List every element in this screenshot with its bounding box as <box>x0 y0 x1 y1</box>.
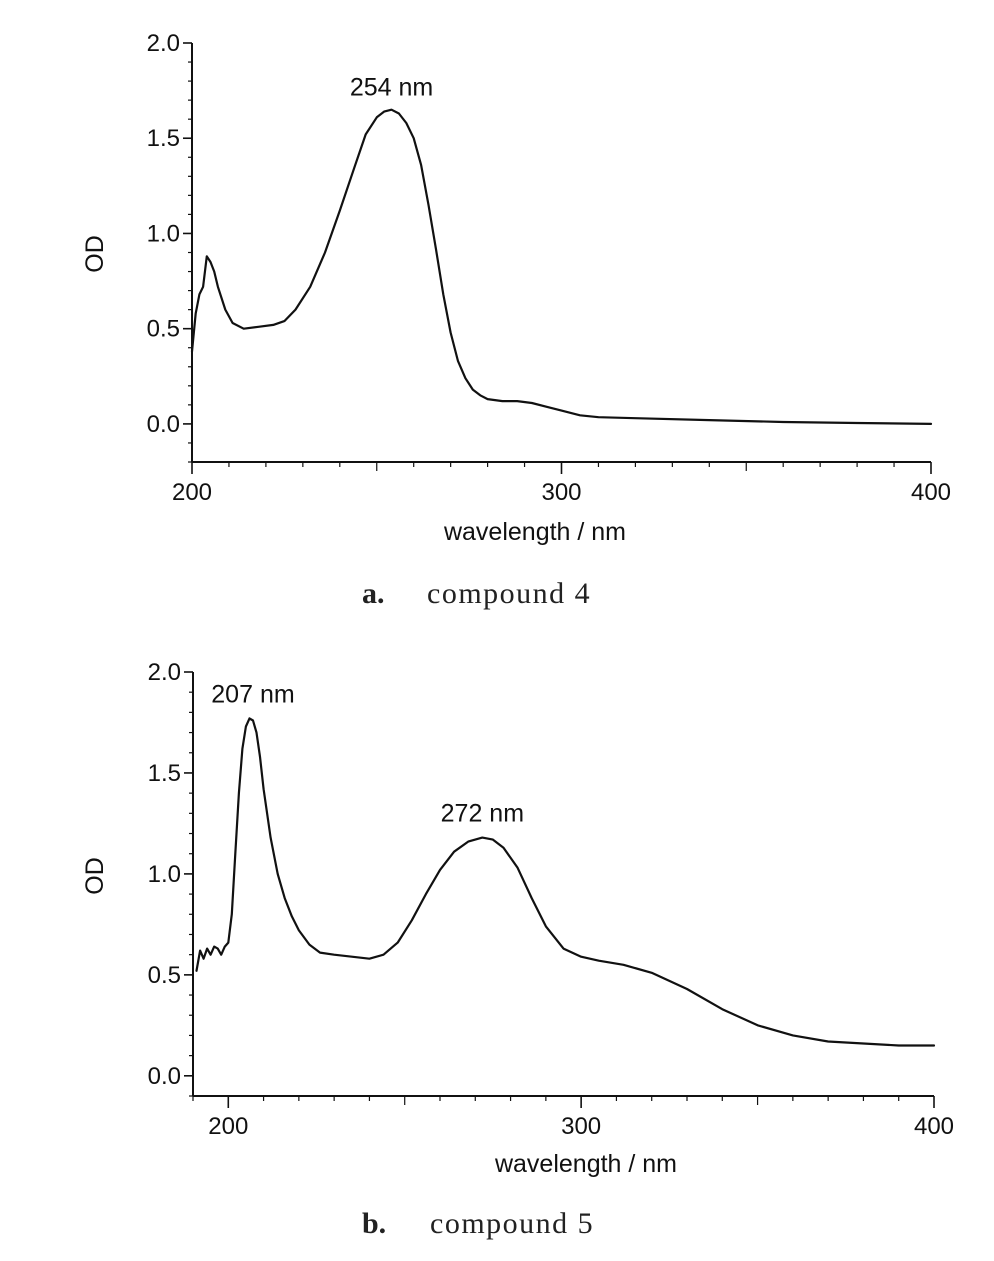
panel-b-x-tick-label: 400 <box>914 1113 954 1140</box>
panel-b-y-tick-label: 0.5 <box>148 962 181 989</box>
panel-a-peak-annotation: 254 nm <box>350 74 433 102</box>
panel-a-labels: 0.0 0.5 1.0 1.5 2.0 200 300 400 254 nm <box>147 30 951 506</box>
panel-b-x-tick-label: 300 <box>561 1113 601 1140</box>
panel-b-chart: 0.0 0.5 1.0 1.5 2.0 200 300 400 207 nm 272 nm wav… <box>81 659 954 1240</box>
panel-a-x-tick-label: 400 <box>911 479 951 506</box>
panel-a-caption-letter: a. <box>362 577 385 610</box>
panel-b-x-axis-title: wavelength / nm <box>494 1150 677 1178</box>
panel-b-y-axis-title: OD <box>81 857 109 895</box>
panel-a-y-axis-title: OD <box>81 235 109 273</box>
panel-b-spectrum-line <box>195 717 936 1047</box>
panel-b-x-tick-label: 200 <box>208 1113 248 1140</box>
panel-a-axes <box>191 43 931 463</box>
panel-b-peak-annotation: 272 nm <box>441 800 524 828</box>
panel-a-y-tick-label: 0.5 <box>147 316 180 343</box>
panel-a-chart: 0.0 0.5 1.0 1.5 2.0 200 300 400 254 nm wavelengt… <box>81 30 951 610</box>
panel-b-caption-letter: b. <box>362 1207 386 1240</box>
panel-a-y-tick-label: 1.5 <box>147 125 180 152</box>
panel-a-x-tick-label: 300 <box>541 479 581 506</box>
panel-a-y-tick-label: 0.0 <box>147 411 180 438</box>
panel-a-spectrum-line <box>190 108 933 425</box>
panel-a-x-tick-label: 200 <box>172 479 212 506</box>
panel-b-y-tick-label: 2.0 <box>148 659 181 686</box>
panel-a-ticks <box>183 42 932 474</box>
panel-b-caption-text: compound 5 <box>430 1207 594 1240</box>
panel-b-y-tick-label: 1.0 <box>148 861 181 888</box>
panel-a-series <box>190 108 933 425</box>
panel-a-x-axis-title: wavelength / nm <box>443 518 626 546</box>
panel-b-y-tick-label: 0.0 <box>148 1063 181 1090</box>
panel-b-labels: 0.0 0.5 1.0 1.5 2.0 200 300 400 207 nm 272 nm <box>148 659 954 1140</box>
panel-b-peak-annotation: 207 nm <box>211 680 294 708</box>
panel-a-y-tick-label: 1.0 <box>147 220 180 247</box>
panel-a-y-tick-label: 2.0 <box>147 30 180 57</box>
panel-a-caption-text: compound 4 <box>427 577 591 610</box>
panel-b-y-tick-label: 1.5 <box>148 760 181 787</box>
panel-b-series <box>195 717 936 1047</box>
panel-b-ticks <box>184 671 935 1108</box>
panel-b-axes <box>192 672 934 1097</box>
